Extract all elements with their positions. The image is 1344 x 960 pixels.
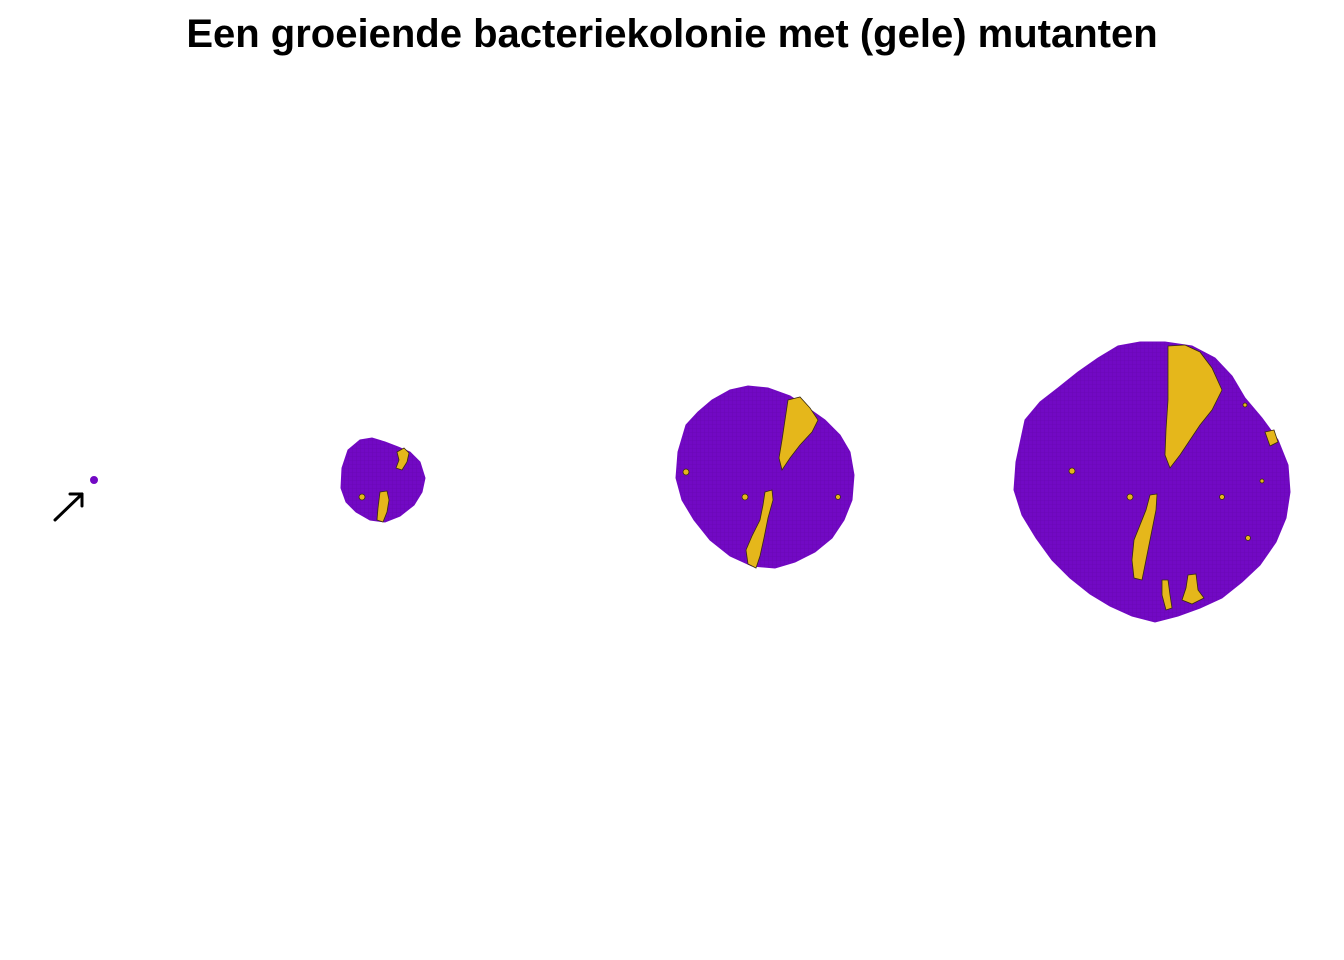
page-title: Een groeiende bacteriekolonie met (gele)… [186,12,1158,56]
large-colony [1013,341,1291,623]
single-cell [90,476,98,484]
small-colony [340,437,426,523]
arrow-icon [53,492,84,522]
medium-colony [675,385,855,569]
